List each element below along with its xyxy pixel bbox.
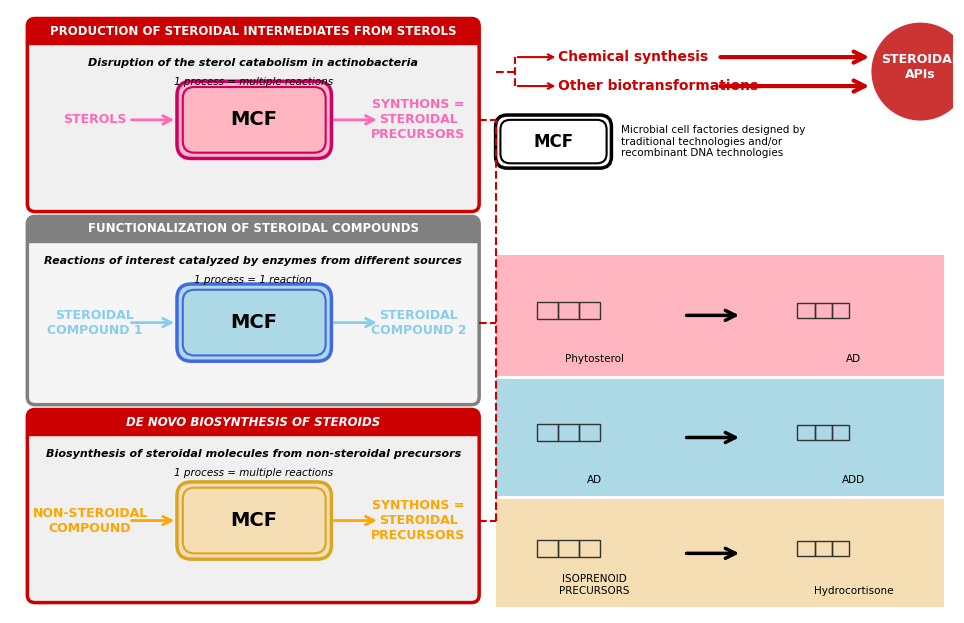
FancyBboxPatch shape (27, 216, 479, 405)
FancyBboxPatch shape (27, 19, 479, 212)
Bar (832, 541, 849, 556)
Bar (815, 303, 832, 318)
FancyBboxPatch shape (183, 87, 326, 153)
Text: 1 process = multiple reactions: 1 process = multiple reactions (174, 77, 333, 87)
Bar (579, 540, 601, 557)
Polygon shape (27, 423, 479, 435)
FancyBboxPatch shape (27, 409, 479, 435)
Bar (797, 303, 815, 318)
Text: NON-STEROIDAL
COMPOUND: NON-STEROIDAL COMPOUND (33, 506, 147, 535)
Text: STEROLS: STEROLS (64, 113, 126, 126)
Bar (537, 302, 558, 319)
Bar (579, 424, 601, 441)
Text: MCF: MCF (230, 110, 278, 130)
Text: Disruption of the sterol catabolism in actinobacteria: Disruption of the sterol catabolism in a… (89, 58, 418, 68)
FancyBboxPatch shape (177, 81, 332, 158)
Text: MCF: MCF (230, 511, 278, 530)
Bar (797, 541, 815, 556)
FancyBboxPatch shape (495, 499, 944, 607)
Bar (558, 302, 579, 319)
Bar (579, 302, 601, 319)
FancyBboxPatch shape (495, 255, 944, 376)
Bar (815, 425, 832, 440)
Text: MCF: MCF (230, 313, 278, 332)
Text: SYNTHONS =
STEROIDAL
PRECURSORS: SYNTHONS = STEROIDAL PRECURSORS (371, 499, 466, 542)
Text: 1 process = multiple reactions: 1 process = multiple reactions (174, 468, 333, 478)
Polygon shape (27, 32, 479, 44)
Text: Other biotransformations: Other biotransformations (558, 79, 759, 93)
FancyBboxPatch shape (495, 379, 944, 497)
Text: Reactions of interest catalyzed by enzymes from different sources: Reactions of interest catalyzed by enzym… (44, 256, 462, 266)
Text: STEROIDAL
COMPOUND 2: STEROIDAL COMPOUND 2 (370, 308, 467, 336)
Text: AD: AD (586, 475, 602, 485)
Bar (797, 425, 815, 440)
Text: Microbial cell factories designed by
traditional technologies and/or
recombinant: Microbial cell factories designed by tra… (621, 125, 806, 158)
FancyBboxPatch shape (495, 115, 611, 168)
FancyBboxPatch shape (183, 488, 326, 553)
Text: FUNCTIONALIZATION OF STEROIDAL COMPOUNDS: FUNCTIONALIZATION OF STEROIDAL COMPOUNDS (88, 222, 418, 235)
Bar (815, 541, 832, 556)
Polygon shape (27, 230, 479, 242)
Text: Hydrocortisone: Hydrocortisone (815, 586, 894, 596)
FancyBboxPatch shape (27, 409, 479, 602)
Bar (832, 303, 849, 318)
FancyBboxPatch shape (177, 284, 332, 361)
Text: PRODUCTION OF STEROIDAL INTERMEDIATES FROM STEROLS: PRODUCTION OF STEROIDAL INTERMEDIATES FR… (50, 24, 457, 37)
Bar (537, 424, 558, 441)
Bar (558, 540, 579, 557)
FancyBboxPatch shape (500, 120, 606, 163)
Text: DE NOVO BIOSYNTHESIS OF STEROIDS: DE NOVO BIOSYNTHESIS OF STEROIDS (126, 416, 381, 429)
Circle shape (872, 23, 964, 120)
Bar (832, 425, 849, 440)
Text: STEROIDAL
APIs: STEROIDAL APIs (881, 53, 960, 81)
Text: MCF: MCF (533, 133, 574, 151)
FancyBboxPatch shape (27, 19, 479, 44)
Text: 1 process = 1 reaction: 1 process = 1 reaction (195, 275, 312, 285)
Text: ISOPRENOID
PRECURSORS: ISOPRENOID PRECURSORS (559, 574, 629, 596)
Bar (537, 540, 558, 557)
Text: AD: AD (846, 354, 862, 364)
Text: SYNTHONS =
STEROIDAL
PRECURSORS: SYNTHONS = STEROIDAL PRECURSORS (371, 98, 466, 141)
Text: Chemical synthesis: Chemical synthesis (558, 50, 709, 64)
Bar (558, 424, 579, 441)
FancyBboxPatch shape (177, 482, 332, 559)
Text: Biosynthesis of steroidal molecules from non-steroidal precursors: Biosynthesis of steroidal molecules from… (45, 449, 461, 459)
FancyBboxPatch shape (27, 216, 479, 242)
Text: Phytosterol: Phytosterol (565, 354, 624, 364)
Text: ADD: ADD (843, 475, 866, 485)
FancyBboxPatch shape (183, 290, 326, 356)
Text: STEROIDAL
COMPOUND 1: STEROIDAL COMPOUND 1 (47, 308, 143, 336)
